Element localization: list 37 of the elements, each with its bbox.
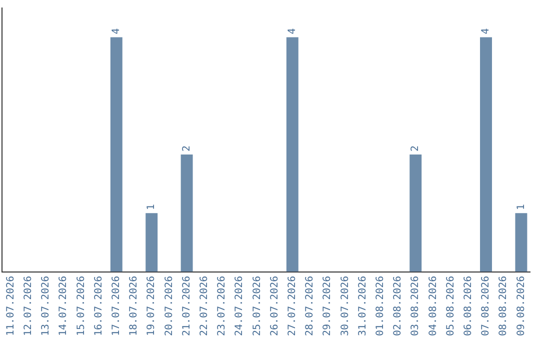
x-tick-label: 23.07.2026	[216, 276, 228, 336]
x-tick-label: 29.07.2026	[322, 276, 334, 336]
x-tick-label: 31.07.2026	[357, 276, 368, 336]
data-label: 2	[410, 146, 422, 152]
x-tick-label: 15.07.2026	[76, 276, 87, 336]
x-tick-label: 20.07.2026	[164, 276, 175, 336]
x-tick-label: 28.07.2026	[304, 276, 316, 336]
x-tick-label: 16.07.2026	[93, 276, 104, 336]
x-tick-label: 11.07.2026	[5, 276, 16, 336]
x-tick-label: 25.07.2026	[252, 276, 263, 336]
x-tick-label: 04.08.2026	[428, 276, 439, 336]
x-tick-label: 14.07.2026	[58, 276, 70, 336]
x-tick-label: 26.07.2026	[269, 276, 280, 336]
data-label: 1	[146, 204, 158, 210]
x-tick-label: 17.07.2026	[110, 276, 122, 336]
x-tick-label: 08.08.2026	[498, 276, 510, 336]
x-tick-label: 24.07.2026	[234, 276, 246, 336]
x-tick-label: 05.08.2026	[445, 276, 456, 336]
x-tick-label: 21.07.2026	[181, 276, 192, 336]
data-label: 2	[181, 146, 192, 152]
x-tick-label: 27.07.2026	[286, 276, 298, 336]
data-label: 4	[110, 28, 122, 34]
data-label: 4	[480, 28, 492, 34]
x-tick-label: 06.08.2026	[462, 276, 474, 336]
x-tick-label: 09.08.2026	[516, 276, 527, 336]
x-tick-label: 01.08.2026	[374, 276, 386, 336]
x-tick-label: 02.08.2026	[392, 276, 404, 336]
x-tick-label: 03.08.2026	[410, 276, 422, 336]
x-tick-label: 19.07.2026	[146, 276, 158, 336]
x-tick-label: 22.07.2026	[198, 276, 210, 336]
data-label: 1	[516, 204, 527, 210]
x-tick-label: 18.07.2026	[128, 276, 140, 336]
x-tick-label: 13.07.2026	[40, 276, 52, 336]
x-tick-label: 12.07.2026	[22, 276, 34, 336]
x-tick-label: 07.08.2026	[480, 276, 492, 336]
x-tick-label: 30.07.2026	[340, 276, 351, 336]
data-label: 4	[286, 28, 298, 34]
